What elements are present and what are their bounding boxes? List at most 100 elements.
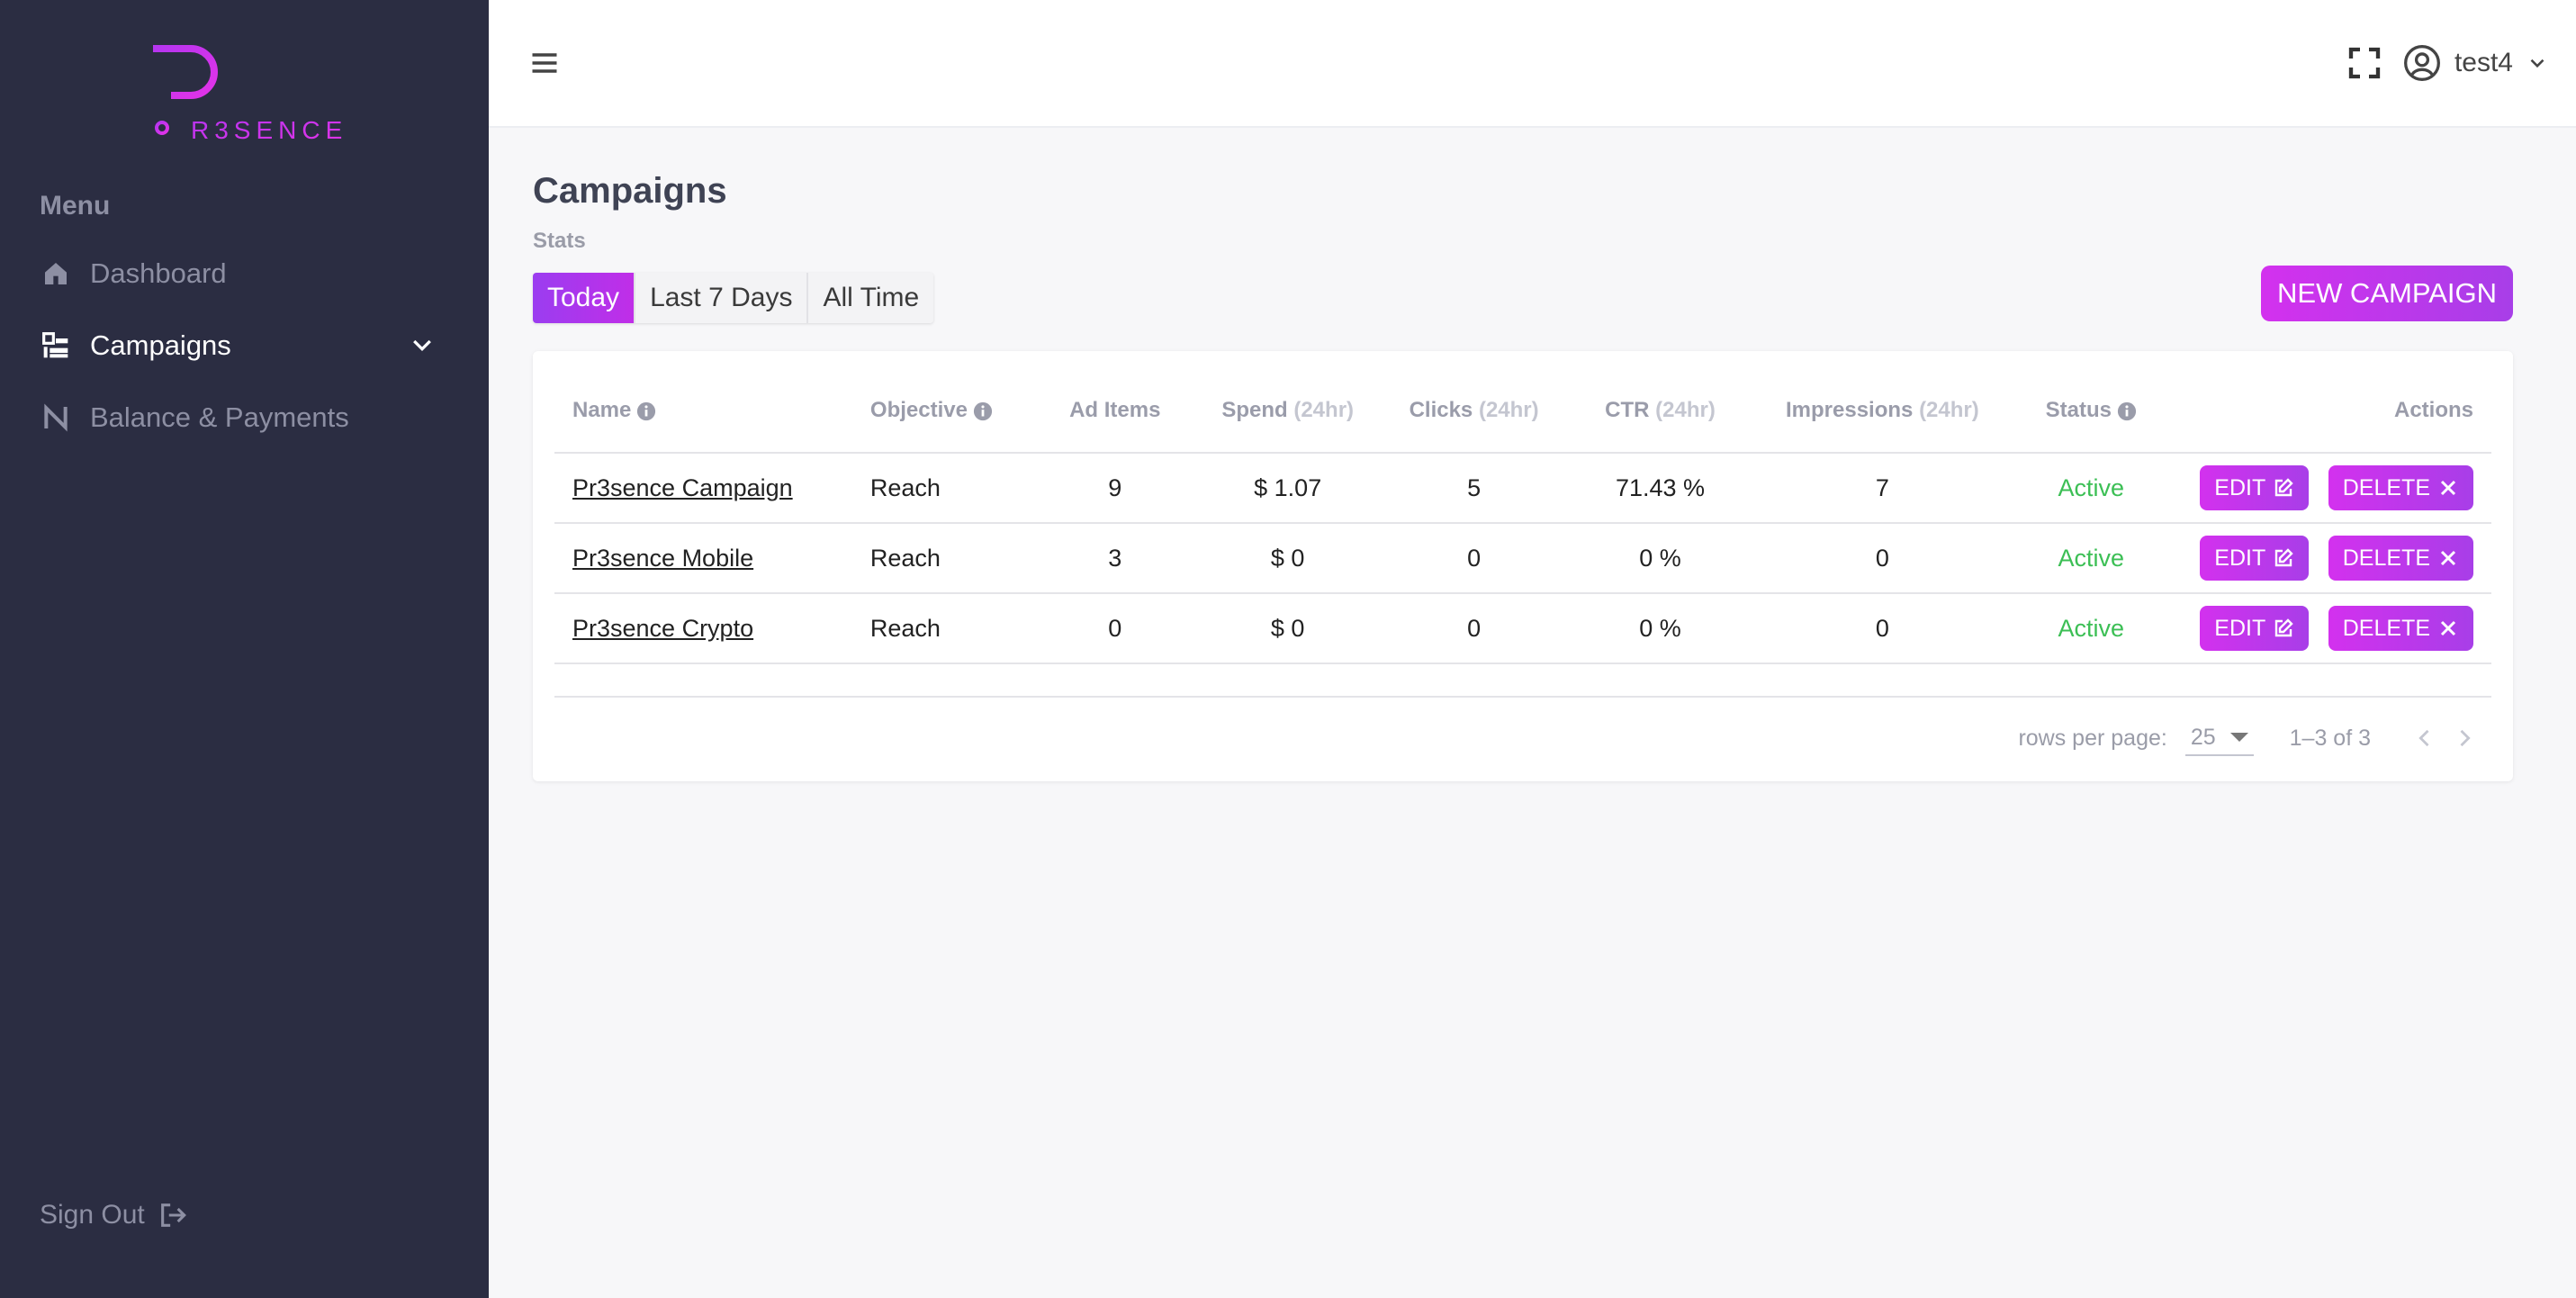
previous-page-icon[interactable] <box>2412 726 2437 751</box>
user-avatar-icon <box>2403 45 2440 81</box>
column-header-actions: Actions <box>2186 369 2491 454</box>
topbar: test4 <box>489 0 2576 128</box>
logo[interactable]: R3SENCE <box>135 40 342 148</box>
cell-objective: Reach <box>851 593 1051 664</box>
cell-spend: $ 0 <box>1178 593 1397 664</box>
rows-per-page-select[interactable]: 25 <box>2184 721 2254 756</box>
sidebar-item-label: Campaigns <box>90 329 231 361</box>
edit-icon <box>2275 548 2293 567</box>
info-icon[interactable] <box>636 401 656 421</box>
hamburger-menu-icon[interactable] <box>528 47 561 79</box>
cell-name: Pr3sence Mobile <box>554 523 852 594</box>
status-badge: Active <box>1995 523 2187 594</box>
page-range: 1–3 of 3 <box>2289 725 2371 751</box>
next-page-icon[interactable] <box>2452 726 2477 751</box>
column-label: Impressions <box>1786 398 1914 422</box>
column-label: Clicks <box>1409 398 1473 422</box>
edit-label: EDIT <box>2214 545 2266 571</box>
sidebar-item-label: Balance & Payments <box>90 401 349 433</box>
campaign-link[interactable]: Pr3sence Campaign <box>572 473 793 501</box>
delete-button[interactable]: DELETE <box>2328 536 2473 581</box>
close-icon <box>2440 620 2456 636</box>
tab-last-7-days[interactable]: Last 7 Days <box>635 273 809 323</box>
campaigns-table-card: Name Objective Ad Items Spend (24hr) Cli… <box>533 351 2513 781</box>
cell-name: Pr3sence Campaign <box>554 453 852 524</box>
delete-button[interactable]: DELETE <box>2328 606 2473 651</box>
campaign-link[interactable]: Pr3sence Mobile <box>572 544 754 572</box>
edit-button[interactable]: EDIT <box>2200 465 2310 510</box>
sidebar-item-label: Dashboard <box>90 257 227 289</box>
cell-actions: EDIT DELETE <box>2186 453 2491 524</box>
column-header-clicks[interactable]: Clicks (24hr) <box>1396 369 1552 454</box>
cell-objective: Reach <box>851 523 1051 594</box>
table-header-row: Name Objective Ad Items Spend (24hr) Cli… <box>554 369 2491 454</box>
info-icon[interactable] <box>2117 401 2137 421</box>
sidebar-item-balance-payments[interactable]: Balance & Payments <box>40 391 436 445</box>
fullscreen-icon[interactable] <box>2346 45 2382 81</box>
cell-clicks: 0 <box>1396 593 1552 664</box>
column-label: Status <box>2045 398 2112 422</box>
menu-title: Menu <box>40 191 111 221</box>
cell-actions: EDIT DELETE <box>2186 593 2491 664</box>
cell-ad-items: 0 <box>1050 593 1179 664</box>
column-header-spend[interactable]: Spend (24hr) <box>1178 369 1397 454</box>
dropdown-arrow-icon <box>2229 733 2248 742</box>
cell-objective: Reach <box>851 453 1051 524</box>
status-badge: Active <box>1995 453 2187 524</box>
rows-per-page-value: 25 <box>2190 724 2216 750</box>
edit-label: EDIT <box>2214 615 2266 641</box>
campaigns-table: Name Objective Ad Items Spend (24hr) Cli… <box>554 369 2491 664</box>
user-menu[interactable]: test4 <box>2402 43 2549 83</box>
delete-button[interactable]: DELETE <box>2328 465 2473 510</box>
column-period: (24hr) <box>1293 398 1355 422</box>
column-header-objective[interactable]: Objective <box>851 369 1051 454</box>
edit-icon <box>2275 618 2293 637</box>
cell-ad-items: 9 <box>1050 453 1179 524</box>
column-header-status[interactable]: Status <box>1995 369 2187 454</box>
cell-impressions: 0 <box>1769 523 1996 594</box>
cell-ad-items: 3 <box>1050 523 1179 594</box>
cell-impressions: 7 <box>1769 453 1996 524</box>
cell-impressions: 0 <box>1769 593 1996 664</box>
column-header-impressions[interactable]: Impressions (24hr) <box>1769 369 1996 454</box>
cell-clicks: 0 <box>1396 523 1552 594</box>
column-header-ctr[interactable]: CTR (24hr) <box>1551 369 1770 454</box>
close-icon <box>2440 550 2456 566</box>
column-label: Ad Items <box>1069 398 1161 422</box>
sidebar-item-campaigns[interactable]: Campaigns <box>40 319 436 373</box>
column-header-name[interactable]: Name <box>554 369 852 454</box>
chevron-down-icon[interactable] <box>409 332 436 359</box>
column-header-ad-items[interactable]: Ad Items <box>1050 369 1179 454</box>
column-label: CTR <box>1605 398 1650 422</box>
home-icon <box>40 257 72 290</box>
column-label: Spend <box>1221 398 1288 422</box>
column-label: Actions <box>2393 398 2473 422</box>
tab-today[interactable]: Today <box>533 273 636 323</box>
campaign-link[interactable]: Pr3sence Crypto <box>572 614 754 642</box>
cell-name: Pr3sence Crypto <box>554 593 852 664</box>
delete-label: DELETE <box>2342 545 2430 571</box>
cell-spend: $ 1.07 <box>1178 453 1397 524</box>
table-row: Pr3sence Crypto Reach 0 $ 0 0 0 % 0 Acti… <box>554 593 2491 664</box>
table-row: Pr3sence Campaign Reach 9 $ 1.07 5 71.43… <box>554 453 2491 524</box>
logo-mark: R3SENCE <box>153 45 342 144</box>
stats-period-tabs: Today Last 7 Days All Time <box>533 273 934 323</box>
delete-label: DELETE <box>2342 474 2430 500</box>
sidebar: R3SENCE Menu Dashboard Campaigns Balance… <box>0 0 489 1298</box>
chevron-down-icon <box>2530 59 2544 68</box>
cell-actions: EDIT DELETE <box>2186 523 2491 594</box>
delete-label: DELETE <box>2342 615 2430 641</box>
edit-button[interactable]: EDIT <box>2200 606 2310 651</box>
info-icon[interactable] <box>973 401 993 421</box>
table-row: Pr3sence Mobile Reach 3 $ 0 0 0 % 0 Acti… <box>554 523 2491 594</box>
sign-out-icon <box>160 1203 186 1227</box>
edit-button[interactable]: EDIT <box>2200 536 2310 581</box>
sign-out-button[interactable]: Sign Out <box>40 1188 188 1242</box>
close-icon <box>2440 480 2456 496</box>
rows-per-page-label: rows per page: <box>2018 725 2167 751</box>
status-badge: Active <box>1995 593 2187 664</box>
new-campaign-button[interactable]: NEW CAMPAIGN <box>2261 266 2513 321</box>
sidebar-item-dashboard[interactable]: Dashboard <box>40 247 436 301</box>
column-label: Name <box>572 398 632 422</box>
tab-all-time[interactable]: All Time <box>808 273 934 323</box>
